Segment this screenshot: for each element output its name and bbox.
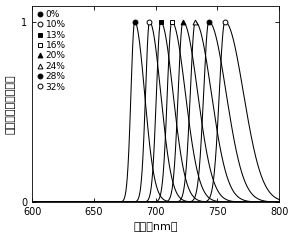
X-axis label: 波长（nm）: 波长（nm） bbox=[133, 223, 178, 233]
Y-axis label: 输出光强（归一化）: 输出光强（归一化） bbox=[6, 74, 16, 134]
Legend: 0%, 10%, 13%, 16%, 20%, 24%, 28%, 32%: 0%, 10%, 13%, 16%, 20%, 24%, 28%, 32% bbox=[35, 8, 68, 93]
